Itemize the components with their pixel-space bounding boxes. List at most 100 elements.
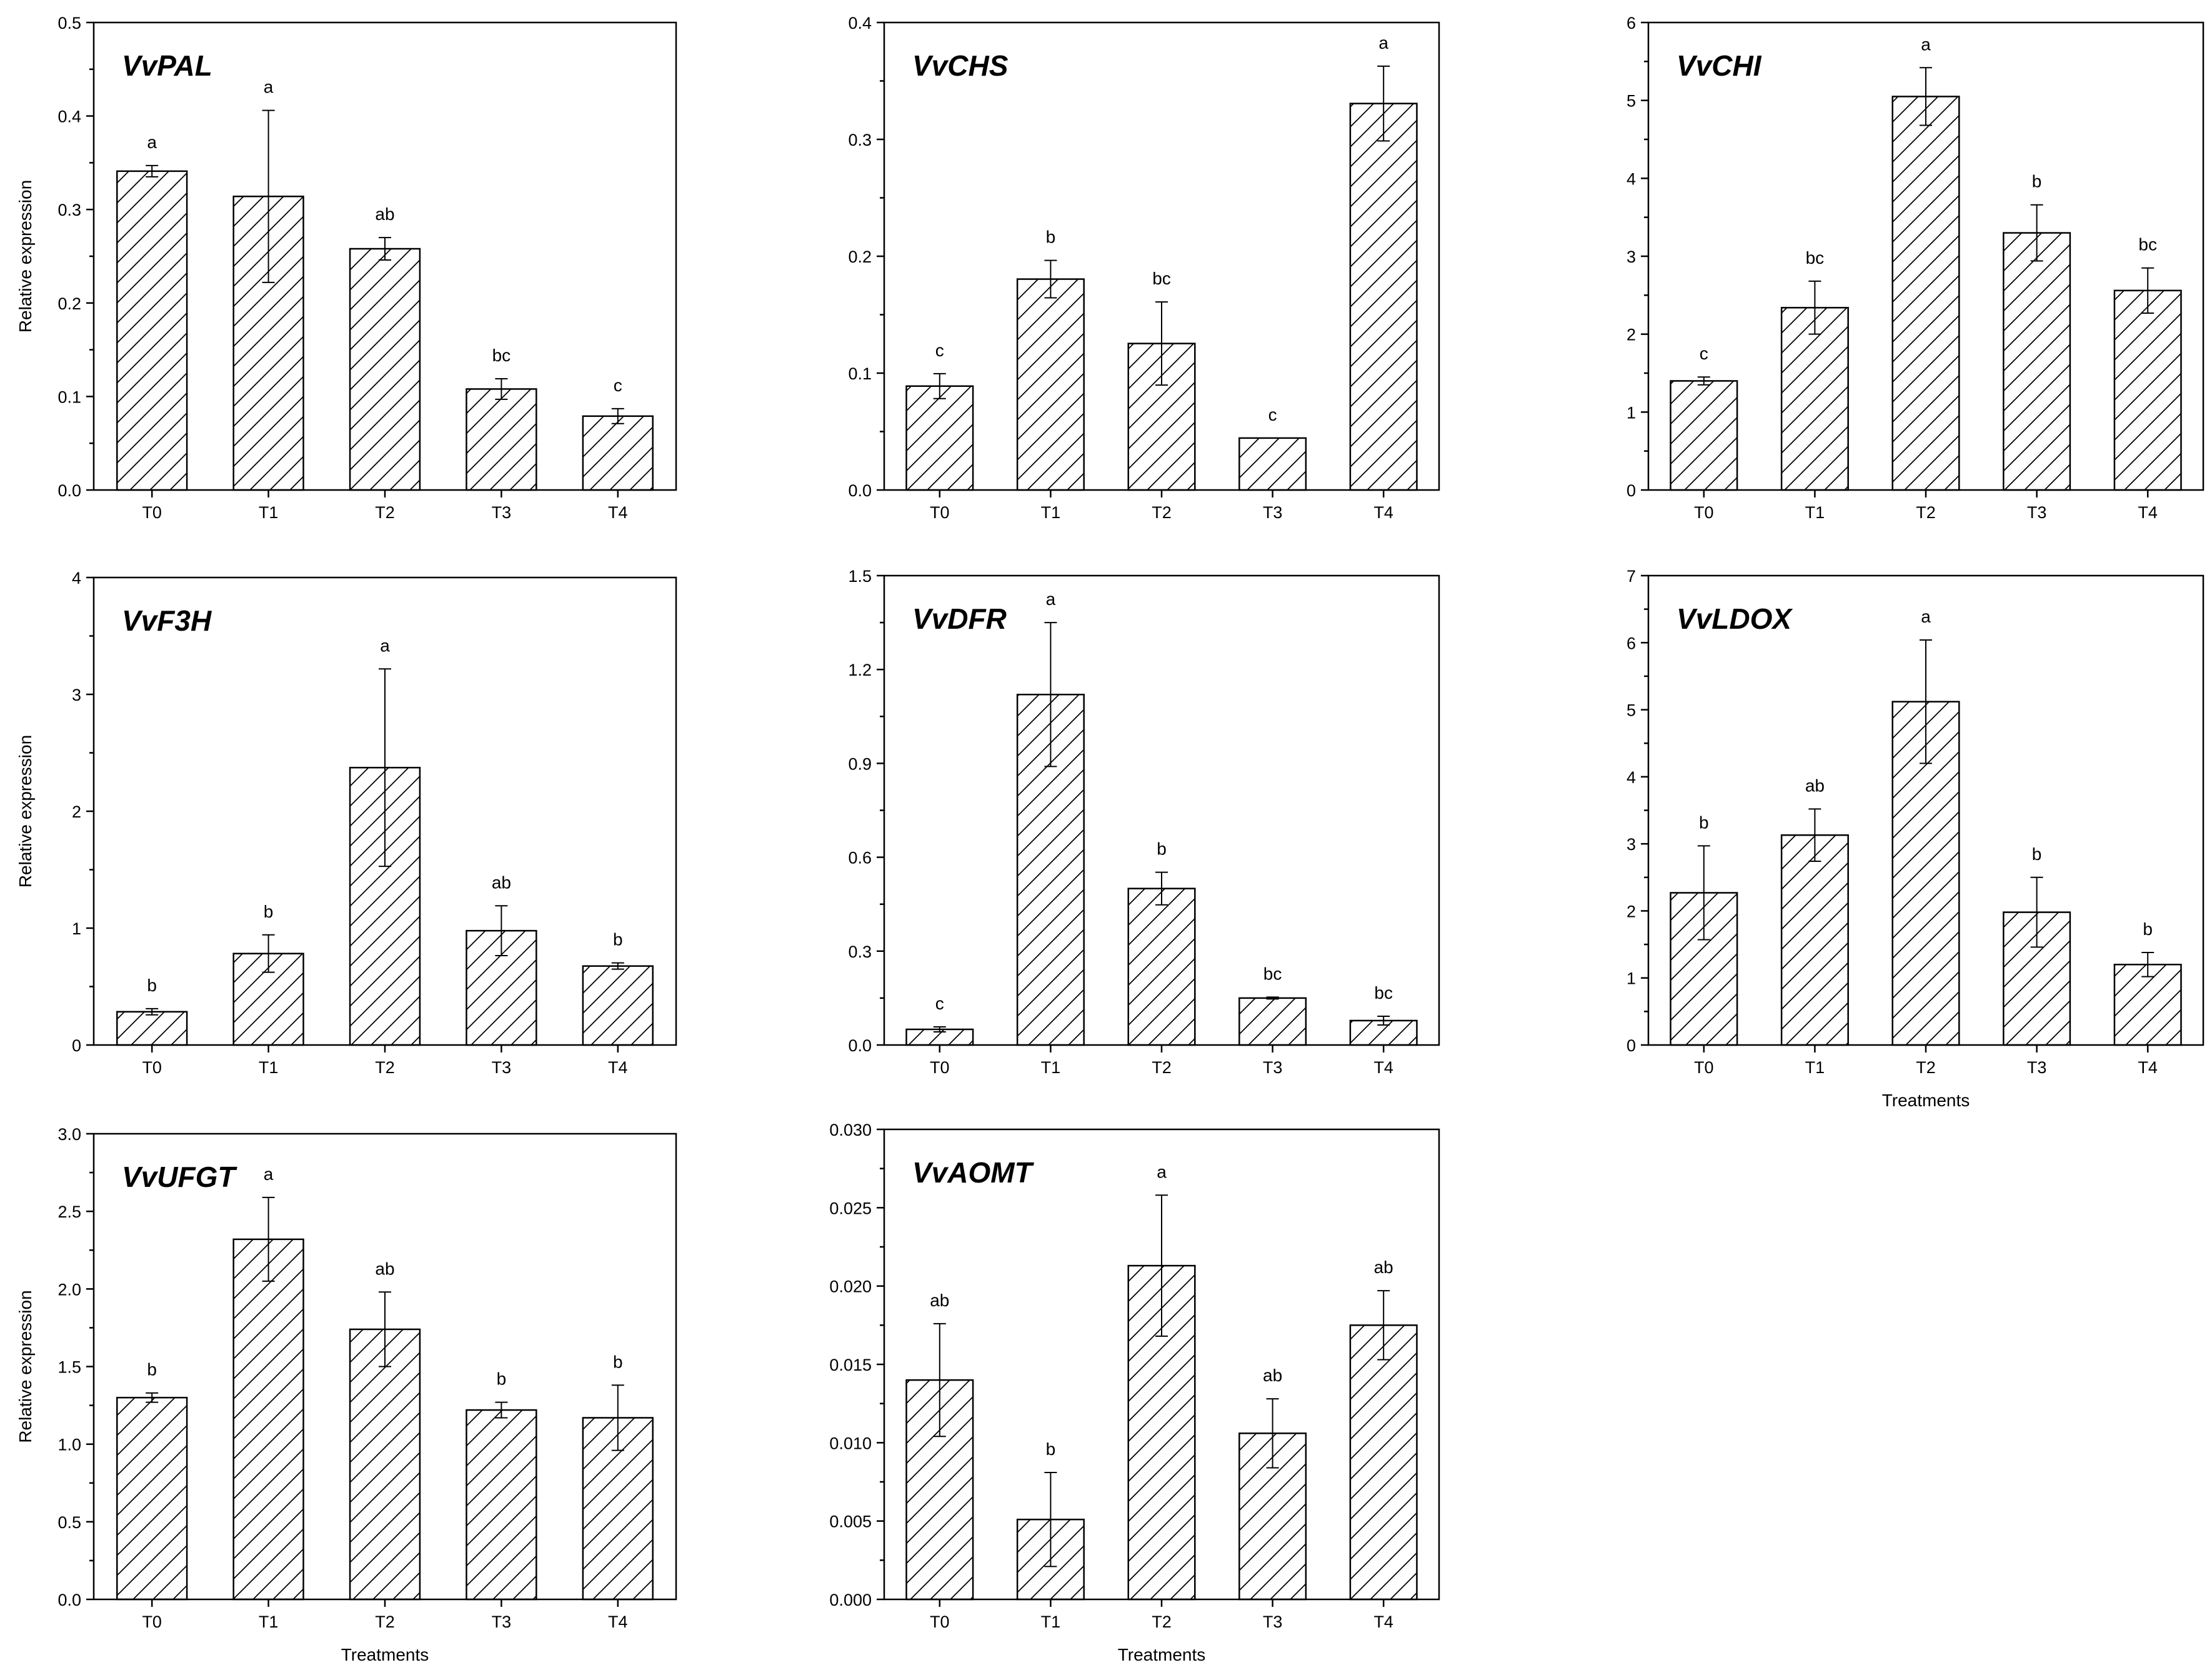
significance-letter: ab <box>930 1291 949 1310</box>
error-bar <box>933 1322 946 1438</box>
error-bar <box>1155 871 1168 906</box>
x-tick-label: T4 <box>608 1612 628 1631</box>
significance-letter: b <box>147 976 157 995</box>
y-tick-label: 0.030 <box>829 1121 872 1139</box>
error-bar <box>1266 996 1279 1000</box>
y-tick-label: 0.0 <box>848 481 872 500</box>
significance-letter: a <box>264 1164 274 1184</box>
error-bar <box>933 372 946 399</box>
y-tick-label: 0.3 <box>848 942 872 961</box>
significance-letter: b <box>2032 172 2042 191</box>
significance-letter: ab <box>1263 1366 1282 1385</box>
significance-letter: bc <box>1806 248 1825 268</box>
y-tick-label: 3 <box>1627 248 1636 266</box>
y-tick-label: 0.0 <box>848 1036 872 1055</box>
x-tick-label: T2 <box>1152 503 1172 522</box>
y-tick-label: 1.5 <box>57 1358 81 1377</box>
x-tick-label: T4 <box>2138 503 2158 522</box>
y-tick-label: 0 <box>72 1036 81 1055</box>
error-bar <box>1266 1398 1279 1469</box>
x-tick-label: T0 <box>930 503 950 522</box>
significance-letter: bc <box>1152 269 1171 288</box>
bar-t1 <box>1780 307 1849 491</box>
error-bar <box>2141 951 2155 978</box>
x-tick-label: T2 <box>1152 1612 1172 1631</box>
y-tick-label: 1 <box>1627 969 1636 988</box>
x-tick-label: T4 <box>1373 1612 1393 1631</box>
gene-title: VvDFR <box>912 602 1007 635</box>
y-tick-label: 0.3 <box>848 131 872 149</box>
significance-letter: b <box>264 902 274 921</box>
y-tick-label: 2 <box>72 802 81 821</box>
x-tick-label: T1 <box>259 503 279 522</box>
error-bar <box>1155 1194 1168 1337</box>
y-tick-label: 0.025 <box>829 1199 872 1218</box>
x-tick-label: T1 <box>259 1612 279 1631</box>
bar-t3 <box>1238 437 1307 491</box>
bar-t0 <box>1670 380 1738 491</box>
gene-title: VvCHI <box>1676 49 1762 82</box>
x-tick-label: T3 <box>492 1058 512 1077</box>
y-tick-label: 0.3 <box>57 201 81 219</box>
x-axis-label: Treatments <box>1118 1645 1206 1664</box>
x-tick-label: T2 <box>375 1612 395 1631</box>
significance-letter: b <box>1157 839 1167 859</box>
bar-t4 <box>1349 1324 1418 1601</box>
significance-letter: bc <box>2138 235 2157 254</box>
plot-area: c T0 b T1 bc T2 c T3 a T4 0.0 0.1 0.2 0.3 0.4 VvCHS <box>848 14 1440 522</box>
x-tick-label: T1 <box>1805 503 1825 522</box>
significance-letter: c <box>935 994 944 1013</box>
x-tick-label: T0 <box>930 1058 950 1077</box>
bar-t0 <box>116 1011 188 1046</box>
error-bar <box>146 1008 159 1016</box>
significance-letter: b <box>613 1352 623 1371</box>
error-bar <box>1044 622 1057 768</box>
error-bar <box>1044 1471 1057 1568</box>
y-tick-label: 0.9 <box>848 754 872 773</box>
bar-t4 <box>2113 289 2182 491</box>
y-tick-label: 1 <box>72 919 81 938</box>
error-bar <box>1377 1015 1390 1026</box>
significance-letter: c <box>1700 344 1708 363</box>
bar-t4 <box>582 415 654 491</box>
y-tick-label: 0.1 <box>57 388 81 406</box>
x-tick-label: T2 <box>1152 1058 1172 1077</box>
significance-letter: a <box>1157 1162 1167 1181</box>
plot-area: b T0 a T1 ab T2 b T3 b T4 0.0 0.5 1.0 1.5 2.0 2.5 3.0 VvU… <box>16 1125 677 1664</box>
x-tick-label: T4 <box>1373 1058 1393 1077</box>
significance-letter: a <box>264 78 274 97</box>
significance-letter: ab <box>375 204 394 224</box>
bar-t3 <box>1238 997 1307 1046</box>
gene-title: VvCHS <box>912 49 1009 82</box>
error-bar <box>262 934 275 973</box>
significance-letter: a <box>1921 607 1931 626</box>
significance-letter: b <box>2143 919 2153 939</box>
significance-letter: bc <box>492 346 511 365</box>
significance-letter: a <box>1921 34 1931 54</box>
error-bar <box>1377 65 1390 142</box>
y-tick-label: 0.0 <box>57 481 81 500</box>
x-tick-label: T4 <box>608 1058 628 1077</box>
bar-t1 <box>1016 278 1085 491</box>
bar-t4 <box>582 965 654 1046</box>
error-bar <box>379 237 391 261</box>
gene-title: VvAOMT <box>912 1156 1035 1189</box>
significance-letter: b <box>2032 844 2042 864</box>
significance-letter: ab <box>1805 776 1825 795</box>
y-tick-label: 0.2 <box>57 294 81 313</box>
y-tick-label: 7 <box>1627 567 1636 586</box>
x-tick-label: T4 <box>1373 503 1393 522</box>
x-tick-label: T2 <box>375 1058 395 1077</box>
significance-letter: bc <box>1374 983 1393 1002</box>
error-bar <box>1697 845 1710 941</box>
y-tick-label: 2.0 <box>57 1280 81 1299</box>
y-tick-label: 0.6 <box>848 849 872 868</box>
gene-title: VvF3H <box>122 604 212 637</box>
y-tick-label: 3 <box>1627 835 1636 854</box>
bar-t2 <box>1891 96 1960 491</box>
bar-t0 <box>116 1396 188 1601</box>
y-tick-label: 1 <box>1627 403 1636 422</box>
error-bar <box>2030 204 2043 262</box>
x-tick-label: T3 <box>1263 1058 1283 1077</box>
